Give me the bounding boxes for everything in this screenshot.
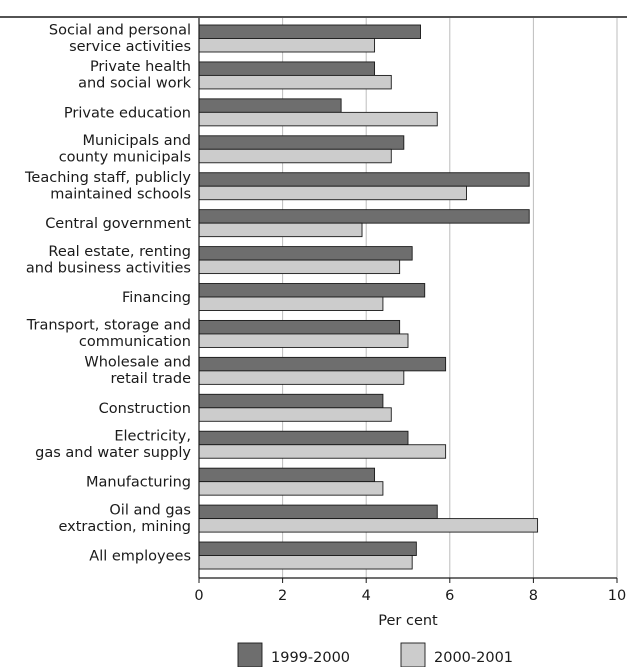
bar (198, 504, 438, 520)
category-label: Wholesale and (84, 355, 191, 371)
category-label: maintained schools (50, 186, 191, 202)
legend-swatch (400, 642, 426, 667)
x-axis-title: Per cent (378, 613, 438, 629)
category-label: service activities (69, 39, 191, 55)
bar (198, 185, 467, 201)
category-label: and business activities (26, 260, 191, 276)
category-label: gas and water supply (35, 445, 191, 461)
category-label: Electricity, (114, 428, 191, 444)
bar (198, 541, 417, 556)
category-label: Central government (45, 216, 191, 232)
bar (198, 319, 401, 335)
bar (198, 74, 392, 90)
legend-swatch (237, 642, 263, 667)
bar (198, 222, 363, 238)
category-label: Transport, storage and (26, 318, 191, 334)
category-label: county municipals (59, 150, 191, 166)
bar (198, 481, 384, 496)
bar (198, 172, 530, 187)
bar (198, 61, 376, 76)
category-label: All employees (89, 549, 191, 565)
category-label: communication (79, 334, 191, 350)
bar (198, 148, 392, 164)
category-label: Private health (90, 59, 191, 75)
category-label: Social and personal (49, 22, 191, 38)
x-tick-label: 6 (445, 588, 454, 604)
bar (198, 259, 401, 275)
category-label: Real estate, renting (48, 244, 191, 260)
bar (198, 98, 342, 113)
x-tick-label: 0 (194, 588, 203, 604)
x-tick-label: 10 (608, 588, 626, 604)
legend-label: 2000-2001 (434, 650, 513, 666)
category-label: Financing (122, 290, 191, 306)
bar (198, 407, 392, 422)
bar (198, 333, 409, 348)
bar (198, 467, 376, 483)
category-label: retail trade (111, 371, 192, 387)
bar (198, 135, 405, 150)
bar (198, 283, 426, 298)
category-label: Teaching staff, publicly (24, 170, 191, 186)
bar (198, 393, 384, 409)
category-label: Manufacturing (86, 475, 191, 491)
bar (198, 209, 530, 224)
x-tick-label: 8 (529, 588, 538, 604)
bar (198, 111, 438, 127)
bar (198, 370, 405, 385)
bar (198, 555, 413, 570)
category-label: extraction, mining (58, 519, 191, 535)
bar (198, 24, 421, 39)
legend-label: 1999-2000 (271, 650, 350, 666)
category-label: Municipals and (83, 133, 191, 149)
bar (198, 246, 413, 261)
bar (198, 518, 539, 533)
x-tick-label: 4 (362, 588, 371, 604)
category-label: Construction (99, 401, 191, 417)
x-tick-label: 2 (278, 588, 287, 604)
bar (198, 444, 447, 459)
category-label: Oil and gas (109, 502, 191, 518)
category-label: and social work (78, 76, 192, 92)
bar (198, 296, 384, 311)
bar (198, 38, 376, 53)
bar (198, 356, 447, 372)
bar (198, 430, 409, 446)
category-label: Private education (64, 105, 191, 121)
